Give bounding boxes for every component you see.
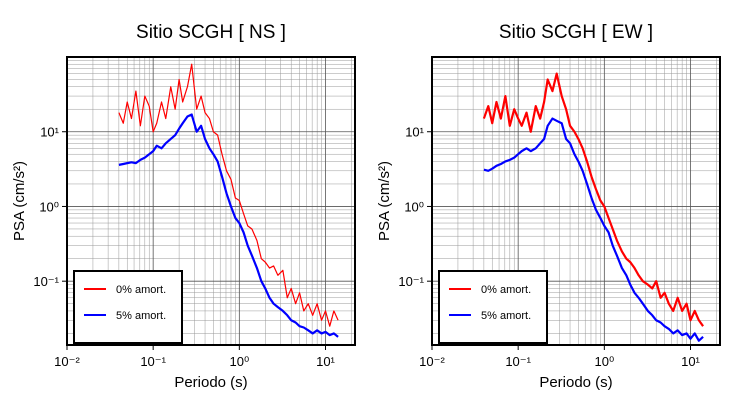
plot-frame	[66, 56, 356, 346]
x-tick-label: 10¹	[681, 354, 700, 369]
y-tick-label: 10¹	[40, 125, 59, 140]
legend-label: 5% amort.	[116, 310, 166, 322]
y-tick-label: 10⁻¹	[33, 274, 59, 289]
legend-label: 5% amort.	[481, 310, 531, 322]
chart-title: Sitio SCGH [ NS ]	[136, 22, 286, 43]
chart-title: Sitio SCGH [ EW ]	[499, 22, 653, 43]
x-tick-label: 10⁻¹	[140, 354, 166, 369]
data-line	[118, 113, 339, 338]
x-tick-label: 10⁰	[229, 354, 249, 369]
x-tick-label: 10⁻²	[54, 354, 80, 369]
y-tick-label: 10¹	[405, 125, 424, 140]
data-line	[118, 63, 339, 327]
legend-box	[73, 270, 183, 344]
legend-label: 0% amort.	[116, 284, 166, 296]
legend-label: 0% amort.	[481, 284, 531, 296]
y-tick-label: 10⁰	[404, 199, 424, 214]
panel: Sitio SCGH [ NS ] 10⁻² 10⁻¹ 10⁰ 10¹ 10⁻¹ 10⁰ 10…	[11, 22, 356, 391]
y-tick-label: 10⁻¹	[398, 274, 424, 289]
x-tick-label: 10⁻¹	[505, 354, 531, 369]
data-line	[483, 117, 704, 342]
data-line	[482, 72, 704, 327]
legend-box	[438, 270, 548, 344]
x-axis-label: Periodo (s)	[174, 374, 247, 391]
panel: Sitio SCGH [ EW ] 10⁻² 10⁻¹ 10⁰ 10¹ 10⁻¹ 10⁰ 10…	[376, 22, 721, 391]
x-tick-label: 10⁰	[594, 354, 614, 369]
x-axis-label: Periodo (s)	[539, 374, 612, 391]
x-tick-label: 10⁻²	[419, 354, 445, 369]
x-tick-label: 10¹	[316, 354, 335, 369]
y-axis-label: PSA (cm/s²)	[11, 161, 28, 241]
y-tick-label: 10⁰	[39, 199, 59, 214]
plot-frame	[431, 56, 721, 346]
y-axis-label: PSA (cm/s²)	[376, 161, 393, 241]
